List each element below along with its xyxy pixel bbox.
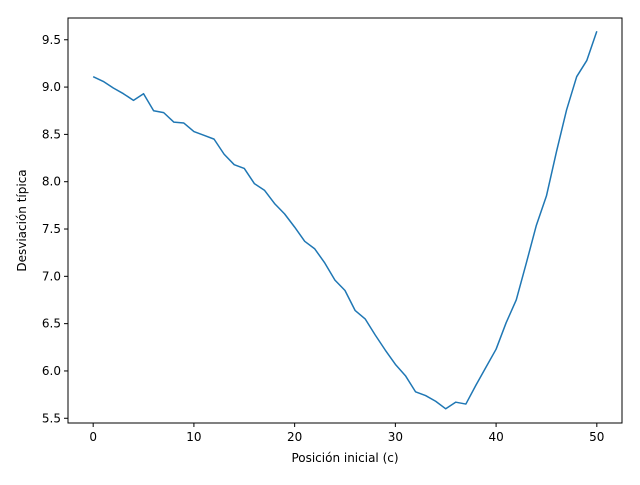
y-tick-label: 7.5 [42, 222, 61, 236]
series-line [92, 31, 598, 410]
x-tick-label: 0 [89, 430, 97, 444]
y-tick-label: 9.5 [42, 33, 61, 47]
y-tick-label: 5.5 [42, 411, 61, 425]
y-tick-label: 6.5 [42, 317, 61, 331]
y-tick-label: 8.0 [42, 175, 61, 189]
x-tick-label: 50 [589, 430, 604, 444]
y-tick-label: 8.5 [42, 127, 61, 141]
y-tick-label: 6.0 [42, 364, 61, 378]
plot-frame [67, 17, 623, 424]
x-axis-label: Posición inicial (c) [291, 451, 398, 465]
x-tick-label: 20 [287, 430, 302, 444]
x-tick-label: 30 [388, 430, 403, 444]
y-axis-ticks: 5.5 6.0 6.5 7.0 7.5 8.0 8.5 9.0 9.5 [42, 33, 68, 425]
x-axis-ticks: 0 10 20 30 40 50 [89, 423, 604, 444]
x-tick-label: 10 [186, 430, 201, 444]
x-tick-label: 40 [488, 430, 503, 444]
y-tick-label: 9.0 [42, 80, 61, 94]
y-axis-label: Desviación típica [15, 169, 29, 271]
series-layer [92, 31, 598, 410]
y-tick-label: 7.0 [42, 269, 61, 283]
